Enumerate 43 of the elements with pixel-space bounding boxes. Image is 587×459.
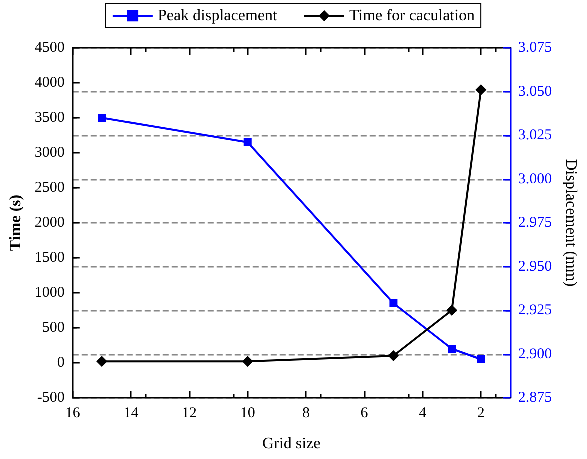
y-tick-label: -500: [37, 390, 65, 406]
y2-tick-label: 2.900: [518, 346, 552, 362]
point: [96, 356, 108, 368]
point: [244, 138, 252, 146]
y2-tick-label: 3.075: [518, 40, 552, 56]
y-axis-title: Time (s): [8, 194, 24, 252]
x-tick-label: 12: [182, 406, 198, 422]
point: [390, 300, 398, 308]
point: [242, 356, 254, 368]
x-tick-label: 14: [124, 406, 140, 422]
legend-label: Time for caculation: [349, 8, 476, 24]
point: [477, 356, 486, 364]
x-tick-label: 10: [240, 406, 256, 422]
point: [476, 84, 487, 96]
y2-tick-label: 3.000: [518, 171, 552, 188]
y-tick-label: 1000: [34, 285, 65, 301]
y-tick-label: 1500: [34, 250, 65, 266]
y-tick-label: 3500: [34, 110, 65, 126]
y2-tick-label: 2.925: [518, 302, 552, 318]
y-tick-label: 4500: [34, 40, 65, 56]
y2-tick-label: 3.050: [518, 84, 552, 100]
point: [448, 345, 456, 353]
y2-tick-label: 3.025: [518, 128, 552, 144]
y-tick-label: 2000: [34, 215, 65, 231]
y2-tick-label: 2.950: [518, 258, 552, 275]
x-tick-label: 4: [419, 406, 428, 422]
point: [388, 350, 400, 362]
y2-tick-label: 2.975: [518, 215, 552, 231]
x-tick-label: 8: [302, 406, 310, 422]
point: [98, 114, 106, 122]
y2-tick-label: 2.875: [518, 390, 552, 406]
y-tick-label: 4000: [34, 75, 65, 91]
y-tick-label: 500: [42, 320, 65, 336]
x-tick-label: 16: [65, 406, 81, 422]
point: [446, 305, 458, 316]
legend-label: Peak displacement: [158, 8, 278, 24]
y-tick-label: 2500: [34, 180, 65, 196]
y2-axis-title: Displacement (mm): [562, 159, 580, 287]
y-tick-label: 3000: [34, 145, 65, 161]
y-tick-label: 0: [57, 355, 65, 371]
x-tick-label: 2: [477, 406, 485, 422]
x-tick-label: 6: [360, 406, 369, 422]
x-axis-title: Grid size: [262, 436, 321, 452]
